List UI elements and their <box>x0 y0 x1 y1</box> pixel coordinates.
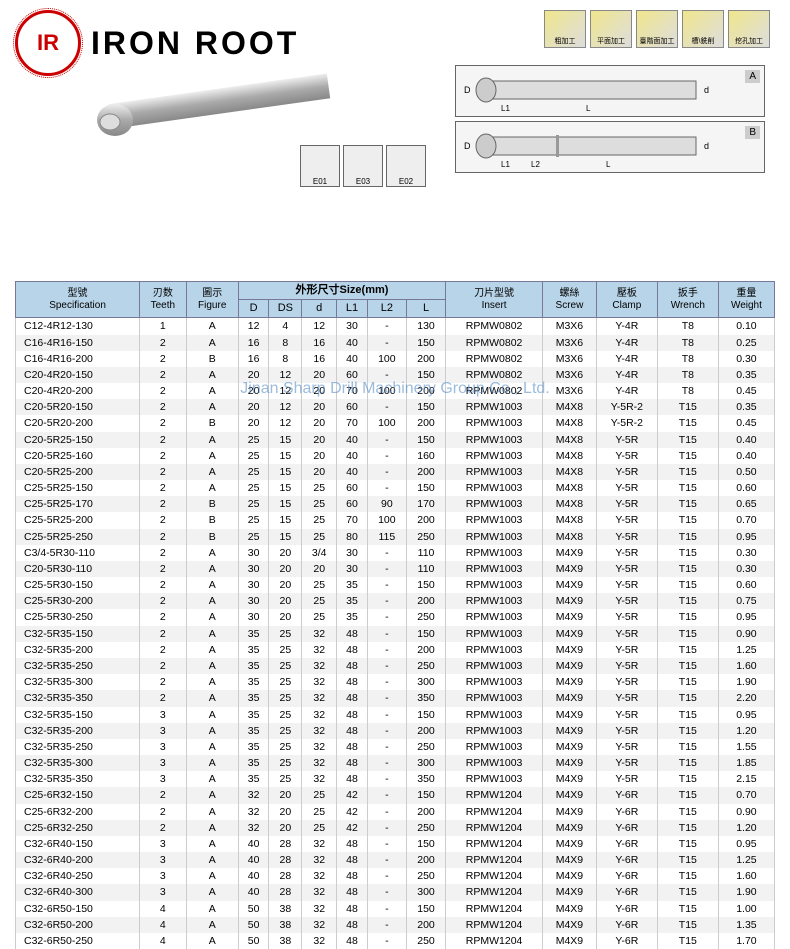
table-row: C20-5R20-1502A20122060-150RPMW1003M4X8Y-… <box>16 399 775 415</box>
spec-table: 型號Specification 刃数Teeth 圖示Figure 外形尺寸Siz… <box>15 281 775 949</box>
brand-name: IRON ROOT <box>91 25 299 62</box>
table-row: C20-5R25-2002A25152040-200RPMW1003M4X8Y-… <box>16 464 775 480</box>
table-row: C20-4R20-2002A20122070100200RPMW0802M3X6… <box>16 383 775 399</box>
svg-text:L2: L2 <box>531 160 540 169</box>
table-row: C20-5R25-1602A25152040-160RPMW1003M4X8Y-… <box>16 448 775 464</box>
insert-icon: E01 <box>300 145 340 187</box>
table-row: C20-5R30-1102A30202030-110RPMW1003M4X9Y-… <box>16 561 775 577</box>
table-row: C32-6R50-1504A50383248-150RPMW1204M4X9Y-… <box>16 901 775 917</box>
diagram-b: DL1L2Ld B <box>455 121 765 173</box>
table-row: C20-5R20-2002B20122070100200RPMW1003M4X8… <box>16 415 775 431</box>
table-row: C12-4R12-1301A1241230-130RPMW0802M3X6Y-4… <box>16 318 775 335</box>
table-row: C32-6R40-2503A40283248-250RPMW1204M4X9Y-… <box>16 868 775 884</box>
svg-text:D: D <box>464 141 471 151</box>
table-row: C32-5R35-3003A35253248-300RPMW1003M4X9Y-… <box>16 755 775 771</box>
table-row: C20-5R25-1502A25152040-150RPMW1003M4X8Y-… <box>16 432 775 448</box>
table-row: C25-6R32-2502A32202542-250RPMW1204M4X9Y-… <box>16 820 775 836</box>
table-row: C32-5R35-3002A35253248-300RPMW1003M4X9Y-… <box>16 674 775 690</box>
svg-text:L1: L1 <box>501 160 510 169</box>
logo-text: IR <box>37 30 59 56</box>
insert-icon: E02 <box>386 145 426 187</box>
table-row: C25-6R32-2002A32202542-200RPMW1204M4X9Y-… <box>16 804 775 820</box>
process-icon: 平面加工 <box>590 10 632 48</box>
table-row: C32-5R35-3503A35253248-350RPMW1003M4X9Y-… <box>16 771 775 787</box>
table-row: C25-5R25-2502B25152580115250RPMW1003M4X8… <box>16 529 775 545</box>
svg-text:L1: L1 <box>501 104 510 113</box>
table-row: C32-6R50-2504A50383248-250RPMW1204M4X9Y-… <box>16 933 775 949</box>
table-row: C32-5R35-1503A35253248-150RPMW1003M4X9Y-… <box>16 707 775 723</box>
process-icon: 槽\銑削 <box>682 10 724 48</box>
process-icons: 粗加工平面加工臺階面加工槽\銑削挖孔加工 <box>544 10 770 48</box>
table-row: C3/4-5R30-1102A30203/430-110RPMW1003M4X9… <box>16 545 775 561</box>
table-row: C20-4R20-1502A20122060-150RPMW0802M3X6Y-… <box>16 367 775 383</box>
svg-text:d: d <box>704 141 709 151</box>
process-icon: 臺階面加工 <box>636 10 678 48</box>
svg-text:D: D <box>464 85 471 95</box>
table-body: C12-4R12-1301A1241230-130RPMW0802M3X6Y-4… <box>16 318 775 949</box>
table-row: C32-5R35-2002A35253248-200RPMW1003M4X9Y-… <box>16 642 775 658</box>
table-row: C32-5R35-2502A35253248-250RPMW1003M4X9Y-… <box>16 658 775 674</box>
diagram-a: DL1Ld A <box>455 65 765 117</box>
table-row: C32-5R35-1502A35253248-150RPMW1003M4X9Y-… <box>16 626 775 642</box>
table-row: C25-5R30-2002A30202535-200RPMW1003M4X9Y-… <box>16 593 775 609</box>
insert-icon: E03 <box>343 145 383 187</box>
table-row: C32-5R35-2003A35253248-200RPMW1003M4X9Y-… <box>16 723 775 739</box>
table-row: C32-6R50-2004A50383248-200RPMW1204M4X9Y-… <box>16 917 775 933</box>
table-row: C25-5R25-1502A25152560-150RPMW1003M4X8Y-… <box>16 480 775 496</box>
svg-text:L: L <box>586 104 591 113</box>
table-row: C32-5R35-2503A35253248-250RPMW1003M4X9Y-… <box>16 739 775 755</box>
table-row: C25-5R30-2502A30202535-250RPMW1003M4X9Y-… <box>16 609 775 625</box>
process-icon: 粗加工 <box>544 10 586 48</box>
svg-text:d: d <box>704 85 709 95</box>
insert-type-icons: E01E03E02 <box>300 145 426 187</box>
table-row: C25-5R25-2002B25152570100200RPMW1003M4X8… <box>16 512 775 528</box>
table-row: C25-5R25-1702B2515256090170RPMW1003M4X8Y… <box>16 496 775 512</box>
dimension-diagrams: DL1Ld A DL1L2Ld B <box>455 65 765 177</box>
table-row: C25-5R30-1502A30202535-150RPMW1003M4X9Y-… <box>16 577 775 593</box>
svg-text:L: L <box>606 160 611 169</box>
process-icon: 挖孔加工 <box>728 10 770 48</box>
table-row: C32-5R35-3502A35253248-350RPMW1003M4X9Y-… <box>16 690 775 706</box>
table-row: C16-4R16-2002B1681640100200RPMW0802M3X6Y… <box>16 351 775 367</box>
table-row: C32-6R40-3003A40283248-300RPMW1204M4X9Y-… <box>16 884 775 900</box>
table-row: C16-4R16-1502A1681640-150RPMW0802M3X6Y-4… <box>16 335 775 351</box>
table-row: C32-6R40-1503A40283248-150RPMW1204M4X9Y-… <box>16 836 775 852</box>
table-row: C32-6R40-2003A40283248-200RPMW1204M4X9Y-… <box>16 852 775 868</box>
